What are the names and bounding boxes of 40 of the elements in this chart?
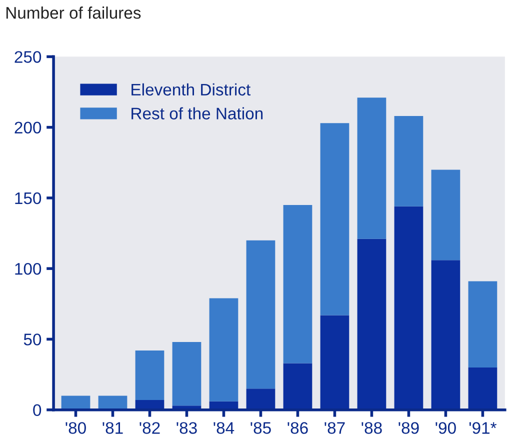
x-tick-label: '88 xyxy=(362,422,382,434)
x-tick-label: '90 xyxy=(436,422,456,434)
bar xyxy=(431,260,460,410)
bar xyxy=(394,116,424,206)
bar xyxy=(320,123,350,316)
legend-label: Eleventh District xyxy=(132,83,251,96)
y-tick-label: 250 xyxy=(14,51,42,63)
x-tick-label: '87 xyxy=(324,422,345,434)
bar xyxy=(135,350,164,400)
x-tick-label: '86 xyxy=(288,422,308,434)
bar xyxy=(357,98,386,239)
bar xyxy=(246,388,276,410)
bar xyxy=(61,396,90,410)
x-tick-label: '91* xyxy=(469,422,497,434)
bar xyxy=(394,206,424,410)
bar xyxy=(172,342,202,406)
x-tick-label: '84 xyxy=(214,422,234,434)
bar xyxy=(431,170,460,260)
y-tick-label: 50 xyxy=(24,334,42,346)
bar xyxy=(357,238,386,410)
y-tick-label: 0 xyxy=(33,404,42,416)
x-tick-label: '80 xyxy=(66,422,86,434)
bar xyxy=(468,281,498,368)
bar xyxy=(468,367,498,410)
bar xyxy=(98,396,128,410)
x-tick-label: '82 xyxy=(140,422,160,434)
x-tick-label: '85 xyxy=(250,422,271,434)
y-tick-label: 100 xyxy=(15,262,42,275)
y-axis-title: Number of failures xyxy=(6,6,141,19)
x-tick-label: '83 xyxy=(176,422,197,434)
y-tick-label: 150 xyxy=(15,192,42,204)
bar xyxy=(320,315,350,410)
x-tick-label: '81 xyxy=(102,422,123,434)
bar xyxy=(209,298,238,402)
bar xyxy=(246,240,276,389)
bar xyxy=(283,363,312,410)
bar xyxy=(283,205,312,364)
x-tick-label: '89 xyxy=(398,422,419,434)
legend-label: Rest of the Nation xyxy=(132,107,263,120)
y-tick-label: 200 xyxy=(14,122,42,134)
